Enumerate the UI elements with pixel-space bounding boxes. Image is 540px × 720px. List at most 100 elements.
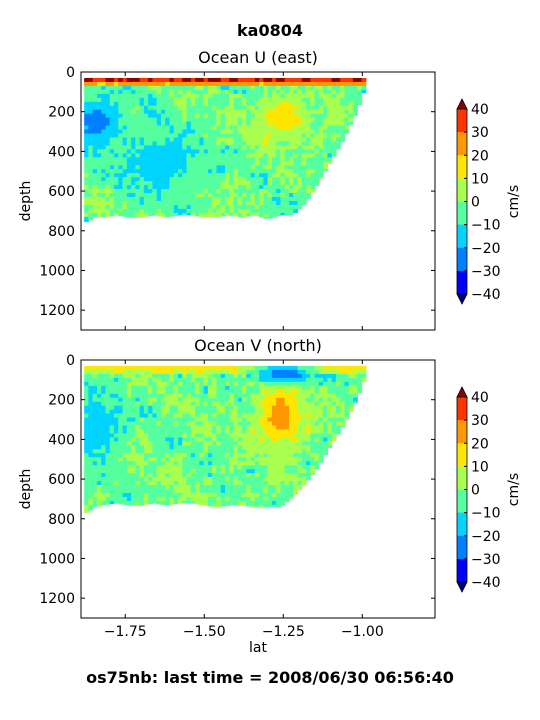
data-cell — [259, 389, 264, 395]
data-cell — [139, 485, 145, 490]
colorbar-extend-max — [456, 386, 468, 398]
data-cell — [173, 397, 179, 403]
data-cell — [118, 197, 124, 202]
data-cell — [148, 421, 154, 427]
data-cell — [306, 433, 311, 438]
data-cell — [126, 181, 132, 186]
data-cell — [280, 197, 286, 202]
data-cell — [284, 81, 290, 87]
data-cell — [207, 433, 213, 438]
data-cell — [242, 445, 247, 450]
data-cell — [186, 401, 192, 407]
data-cell — [96, 173, 102, 178]
data-cell — [160, 445, 166, 450]
data-cell — [271, 145, 277, 150]
data-cell — [152, 145, 158, 150]
data-cell — [310, 389, 316, 395]
data-cell — [301, 169, 307, 174]
data-cell — [165, 413, 171, 419]
data-cell — [250, 212, 256, 216]
data-cell — [165, 181, 171, 186]
data-cell — [92, 161, 98, 166]
data-cell — [344, 401, 350, 407]
data-cell — [314, 97, 320, 103]
data-cell — [267, 489, 273, 494]
colorbar-tick-label: −10 — [471, 506, 501, 522]
data-cell — [169, 485, 175, 490]
data-cell — [246, 141, 252, 147]
data-cell — [182, 145, 188, 150]
data-cell — [203, 101, 209, 107]
data-cell — [105, 85, 111, 91]
data-cell — [178, 465, 183, 470]
data-cell — [84, 500, 90, 506]
data-cell — [301, 129, 307, 135]
data-cell — [276, 469, 282, 474]
data-cell — [84, 496, 90, 502]
data-cell — [314, 121, 320, 127]
data-cell — [254, 157, 260, 162]
data-cell — [271, 477, 277, 482]
data-cell — [178, 113, 183, 119]
data-cell — [84, 504, 90, 510]
data-cell — [84, 89, 90, 95]
data-cell — [152, 141, 158, 147]
data-cell — [288, 397, 294, 403]
colorbar-tick-label: 20 — [471, 436, 489, 452]
data-cell — [293, 137, 299, 143]
data-cell — [156, 369, 162, 375]
data-cell — [276, 381, 282, 387]
data-cell — [318, 453, 324, 458]
data-cell — [96, 429, 102, 435]
data-cell — [207, 465, 213, 470]
data-cell — [114, 389, 119, 395]
data-cell — [156, 89, 162, 95]
data-cell — [242, 173, 247, 178]
data-cell — [84, 461, 90, 466]
data-cell — [126, 429, 132, 435]
data-cell — [224, 121, 230, 127]
data-cell — [152, 377, 158, 383]
data-cell — [186, 469, 192, 474]
data-cell — [207, 173, 213, 178]
data-cell — [233, 417, 239, 423]
data-cell — [92, 204, 98, 210]
data-cell — [143, 489, 149, 494]
data-cell — [169, 365, 175, 371]
data-cell — [318, 161, 324, 166]
data-cell — [118, 181, 124, 186]
data-cell — [280, 401, 286, 407]
data-cell — [293, 405, 299, 411]
data-cell — [284, 145, 290, 150]
data-cell — [276, 477, 282, 482]
data-cell — [182, 389, 188, 395]
data-cell — [280, 109, 286, 115]
data-cell — [109, 121, 115, 127]
data-cell — [131, 113, 136, 119]
data-cell — [318, 121, 324, 127]
data-cell — [331, 93, 337, 99]
data-cell — [250, 141, 256, 147]
data-cell — [203, 173, 209, 178]
data-cell — [101, 393, 107, 399]
data-cell — [152, 137, 158, 143]
data-cell — [160, 137, 166, 143]
data-cell — [220, 492, 226, 498]
data-cell — [152, 421, 158, 427]
data-cell — [199, 417, 205, 423]
data-cell — [190, 173, 196, 178]
data-cell — [207, 393, 213, 399]
data-cell — [160, 105, 166, 111]
data-cell — [160, 373, 166, 379]
data-cell — [109, 133, 115, 139]
data-cell — [182, 121, 188, 127]
data-cell — [254, 141, 260, 147]
data-cell — [148, 449, 154, 454]
data-cell — [160, 189, 166, 194]
data-cell — [276, 496, 282, 502]
data-cell — [216, 204, 222, 210]
data-cell — [96, 441, 102, 446]
data-cell — [293, 141, 299, 147]
data-cell — [173, 401, 179, 407]
data-cell — [335, 145, 341, 150]
